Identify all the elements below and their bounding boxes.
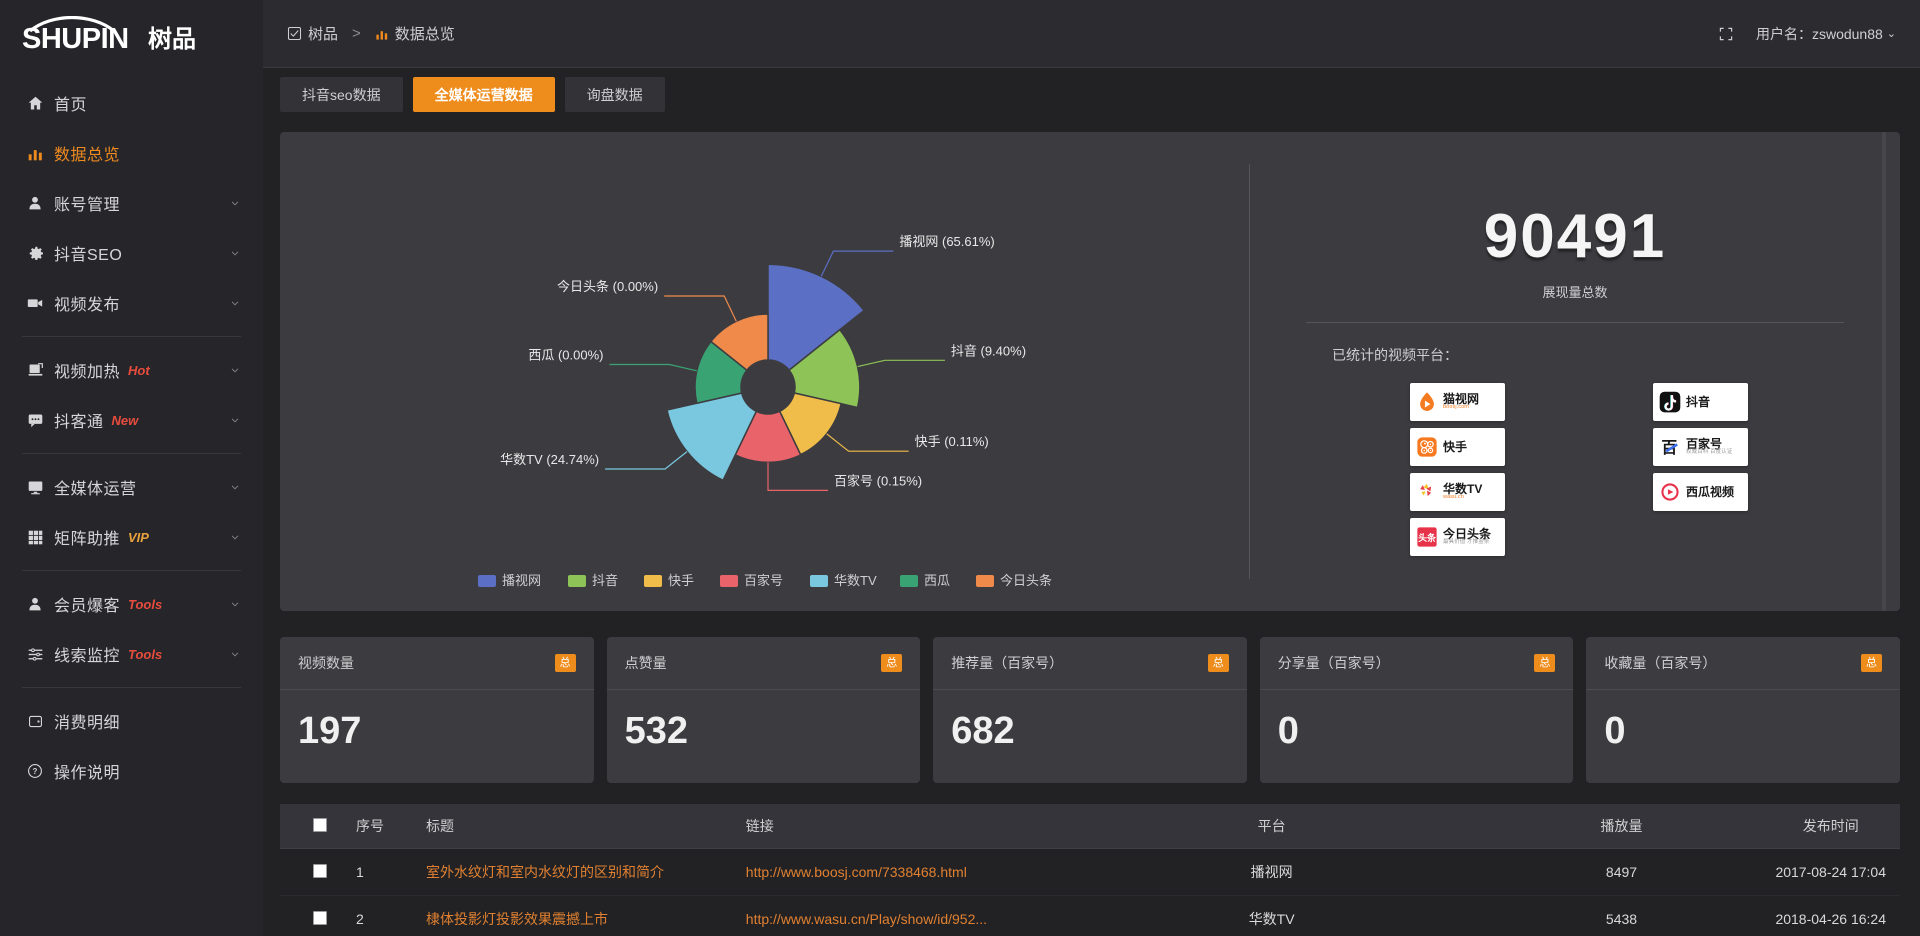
svg-text:SHUPIN: SHUPIN: [22, 23, 129, 52]
svg-text:西瓜 (0.00%): 西瓜 (0.00%): [528, 348, 603, 363]
svg-text:快手 (0.11%): 快手 (0.11%): [915, 434, 989, 449]
svg-text:百家号: 百家号: [744, 573, 783, 588]
svg-text:西瓜: 西瓜: [924, 573, 950, 588]
svg-text:播视网 (65.61%): 播视网 (65.61%): [899, 234, 994, 249]
svg-text:百家号 (0.15%): 百家号 (0.15%): [834, 473, 922, 488]
svg-text:树品: 树品: [148, 26, 196, 52]
svg-text:头条: 头条: [1418, 532, 1436, 543]
svg-text:播视网: 播视网: [502, 573, 541, 588]
svg-text:今日头条: 今日头条: [1000, 573, 1052, 588]
svg-text:快手: 快手: [668, 573, 694, 588]
svg-text:华数TV: 华数TV: [834, 573, 877, 588]
svg-text:今日头条 (0.00%): 今日头条 (0.00%): [557, 279, 658, 294]
svg-text:华数TV (24.74%): 华数TV (24.74%): [500, 452, 599, 467]
svg-text:抖音: 抖音: [592, 573, 618, 588]
svg-text:抖音 (9.40%): 抖音 (9.40%): [951, 343, 1026, 358]
svg-text:?: ?: [33, 767, 38, 776]
